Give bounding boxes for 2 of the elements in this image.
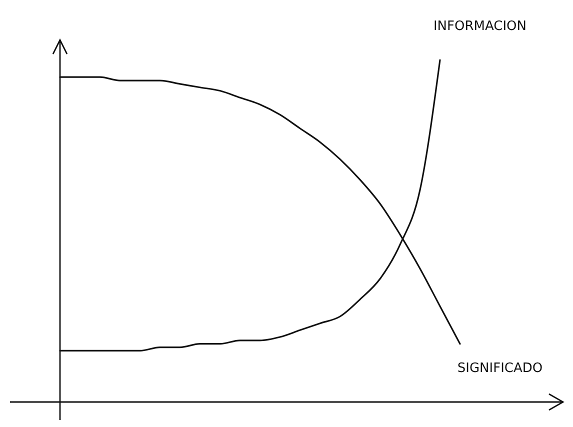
series-label: SIGNIFICADO — [457, 360, 543, 376]
text: INFORMACION — [433, 19, 527, 34]
